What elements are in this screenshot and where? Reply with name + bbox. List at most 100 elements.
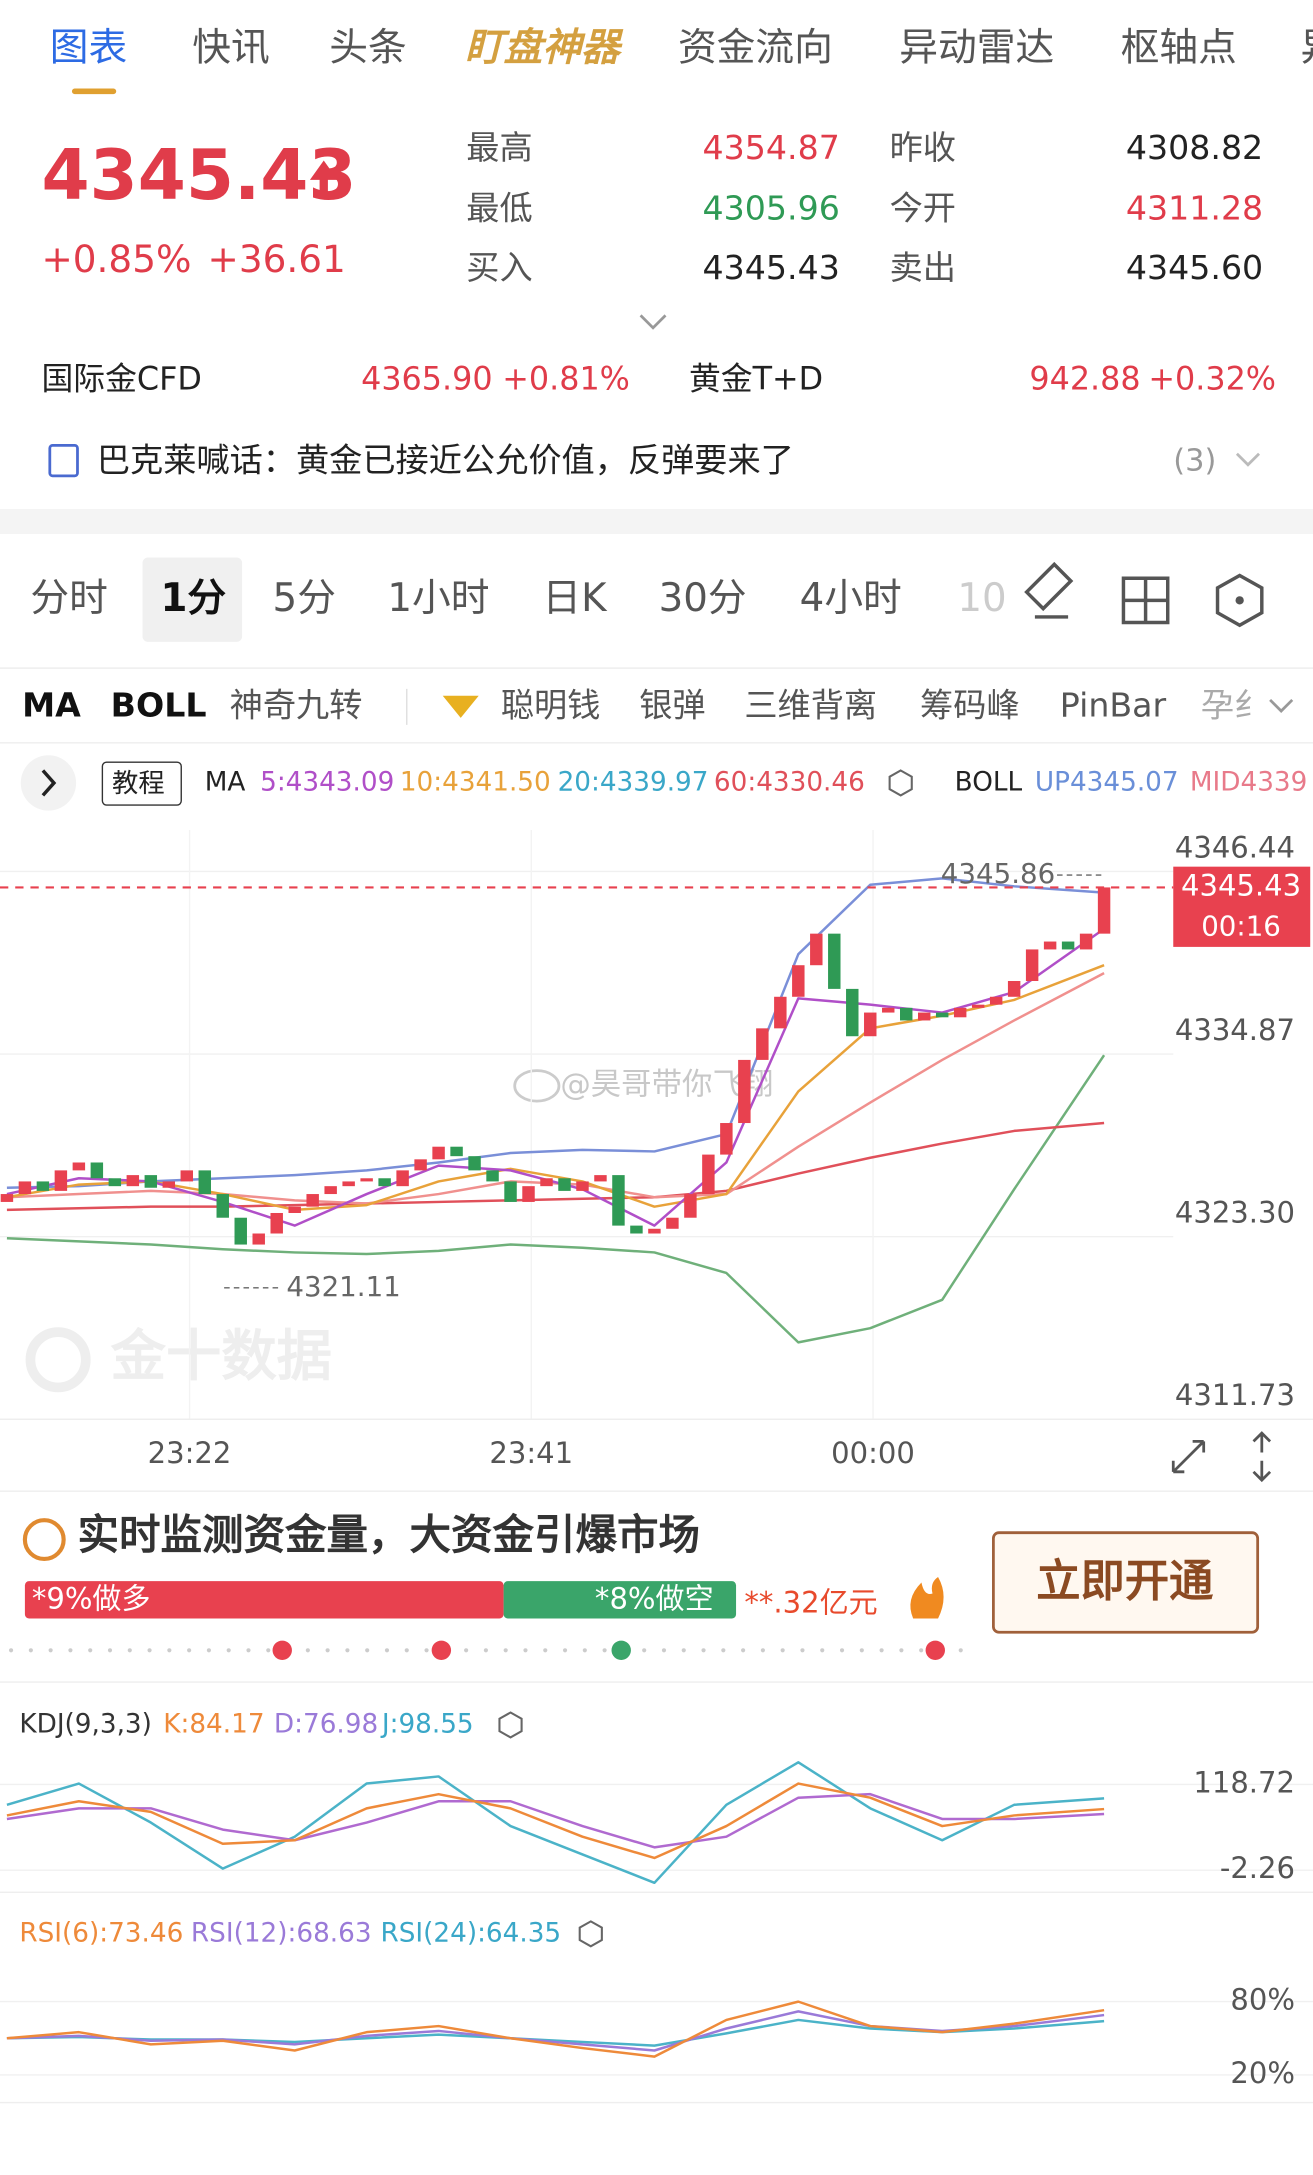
expand-chevron[interactable] [639,314,667,330]
legend-value: 60:4330.46 [714,767,865,797]
dot [919,1648,924,1653]
dot [88,1648,93,1653]
tab[interactable]: 盯盘神器 [465,25,624,70]
stat-label: 最高 [466,128,532,167]
candle [702,1154,715,1195]
period[interactable]: 1分 [160,576,226,621]
market-name[interactable]: 国际金CFD [42,359,202,397]
period[interactable]: 分时 [30,576,107,621]
indicator[interactable]: 神奇九转 [230,685,363,724]
market-name[interactable]: 黄金T+D [689,359,823,397]
dot [365,1648,370,1653]
indicator[interactable]: PinBar [1060,685,1167,724]
indicator[interactable]: 三维背离 [744,685,877,724]
tutorial[interactable]: 教程 [112,769,165,799]
indicator-title: KDJ(9,3,3) [19,1709,152,1739]
dot [28,1648,33,1653]
gear-icon[interactable] [888,769,913,797]
tutorial-box[interactable] [101,761,182,806]
dot [839,1648,845,1653]
period[interactable]: 4小时 [800,576,902,621]
dot [681,1648,686,1653]
draw-tool-icon[interactable] [1024,561,1074,619]
indicator[interactable]: 孕纟 [1201,685,1267,724]
tab[interactable]: 资金流向 [678,25,833,70]
watermark: 金十数据 [111,1325,332,1389]
candle [108,1178,122,1187]
stat-label: 今开 [890,189,956,228]
tab[interactable]: 快讯 [192,25,269,70]
candle [324,1186,337,1195]
indicator-chevron[interactable] [1269,698,1294,713]
settings-icon[interactable] [1215,573,1264,628]
dots-row [8,1640,963,1660]
candle [342,1181,355,1187]
news-chevron[interactable] [1235,452,1261,467]
stat-value: 4308.82 [1126,128,1263,167]
indicator[interactable]: 银弹 [639,685,705,724]
news-text[interactable]: 巴克莱喊话：黄金已接近公允价值，反弹要来了 [97,441,794,480]
candle [126,1175,140,1187]
ma-line [6,964,1105,1212]
scale-icon[interactable] [1252,1431,1272,1483]
legend-label: MA [205,767,246,797]
candle [36,1181,50,1191]
tab[interactable]: 头条 [329,25,406,70]
tab[interactable]: 异动雷达 [899,25,1054,70]
gear-icon[interactable] [498,1711,523,1739]
fire-icon [910,1576,944,1619]
candle [594,1175,607,1182]
candle [953,1007,967,1018]
candle [486,1170,499,1182]
candle [144,1175,158,1188]
ma-line [6,1054,1106,1344]
stat-value: 4311.28 [1126,189,1263,228]
period-bar: 分时 1分 5分 1小时 日K 30分 4小时 10 [30,576,1006,621]
period[interactable]: 10 [957,576,1006,621]
dot [721,1648,726,1653]
dot [187,1648,192,1653]
x-tick-label: 23:41 [489,1436,573,1470]
low-label: 4321.11 [286,1270,400,1303]
dot [206,1648,211,1653]
candle [1061,941,1075,950]
candle [935,1012,949,1018]
dot [741,1648,746,1653]
candle [306,1194,319,1207]
legend-value: 10:4341.50 [400,767,551,797]
change: +36.61 [208,237,346,281]
credit: @昊哥带你飞翔 [560,1067,773,1102]
candle [684,1194,697,1218]
indicator[interactable]: BOLL [111,685,207,724]
market-pct: +0.32% [1148,359,1276,397]
price: 4345.43 [42,136,357,216]
indicator[interactable]: 聪明钱 [501,685,601,724]
candle [180,1170,194,1182]
stat-value: 4354.87 [703,128,840,167]
period[interactable]: 30分 [659,576,747,621]
y-tick-label: 80% [1230,1983,1295,2017]
dot [523,1648,528,1653]
period[interactable]: 5分 [273,576,336,621]
tab[interactable]: 异 [1301,25,1313,70]
y-tick-label: 4323.30 [1175,1196,1295,1230]
candle [234,1217,247,1245]
gear-icon[interactable] [578,1920,603,1948]
layout-icon[interactable] [1121,576,1170,625]
indicator[interactable]: MA [22,685,81,724]
indicator[interactable]: 筹码峰 [920,685,1020,724]
fullscreen-icon[interactable] [1171,1440,1206,1474]
period[interactable]: 日K [542,576,608,621]
button-label[interactable]: 立即开通 [1036,1556,1213,1607]
candle [774,996,787,1029]
open-button[interactable] [992,1531,1260,1634]
dot [107,1648,113,1653]
tab[interactable]: 枢轴点 [1121,25,1237,70]
candle [378,1178,391,1187]
candle [540,1178,553,1187]
toggle-button[interactable] [20,755,77,811]
candle [252,1233,265,1245]
period[interactable]: 1小时 [387,576,489,621]
dot [384,1648,390,1653]
tab[interactable]: 图表 [50,25,127,70]
